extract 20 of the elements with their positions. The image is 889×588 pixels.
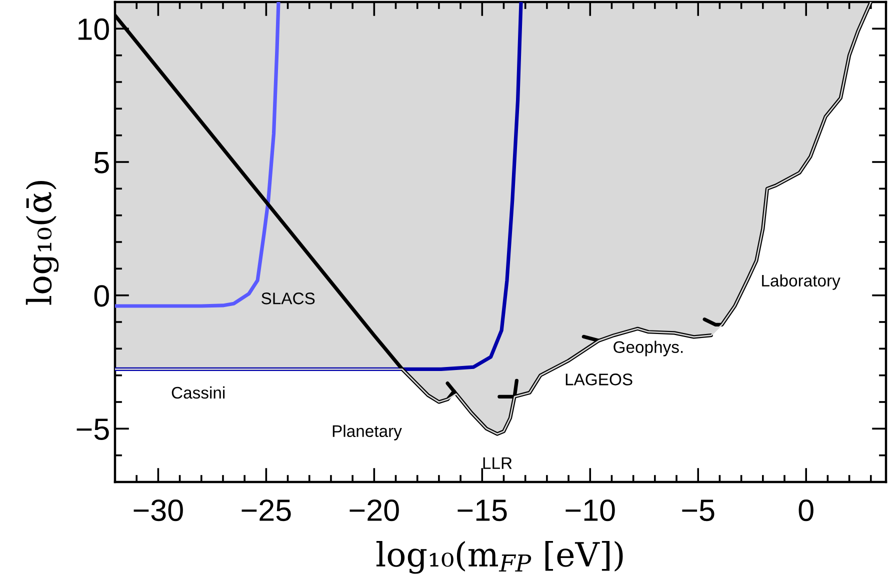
x-axis-title: log₁₀(m$_{FP}$ [eV]) [376,541,623,574]
series-label: Geophys. [614,340,683,356]
series-label: LLR [483,457,512,469]
y-axis-title: log₁₀(ᾱ) [26,180,59,305]
x-tick-label: −10 [566,499,615,522]
series-label: Cassini [172,386,225,399]
x-tick-label: −25 [242,499,291,522]
y-tick-label: 0 [94,285,109,307]
x-tick-label: 0 [798,499,814,522]
x-tick-label: −15 [458,500,507,522]
y-tick-label: 5 [94,152,109,174]
y-tick-label: −5 [76,418,109,440]
x-tick-label: −30 [134,499,183,522]
series-label: LAGEOS [566,374,632,386]
series-label: SLACS [262,292,315,304]
x-tick-label: −20 [350,499,399,522]
text: Planetary [332,424,402,440]
x-tick-label: −5 [682,500,714,522]
series-label: Laboratory [762,274,840,290]
y-tick-label: 10 [78,18,109,40]
